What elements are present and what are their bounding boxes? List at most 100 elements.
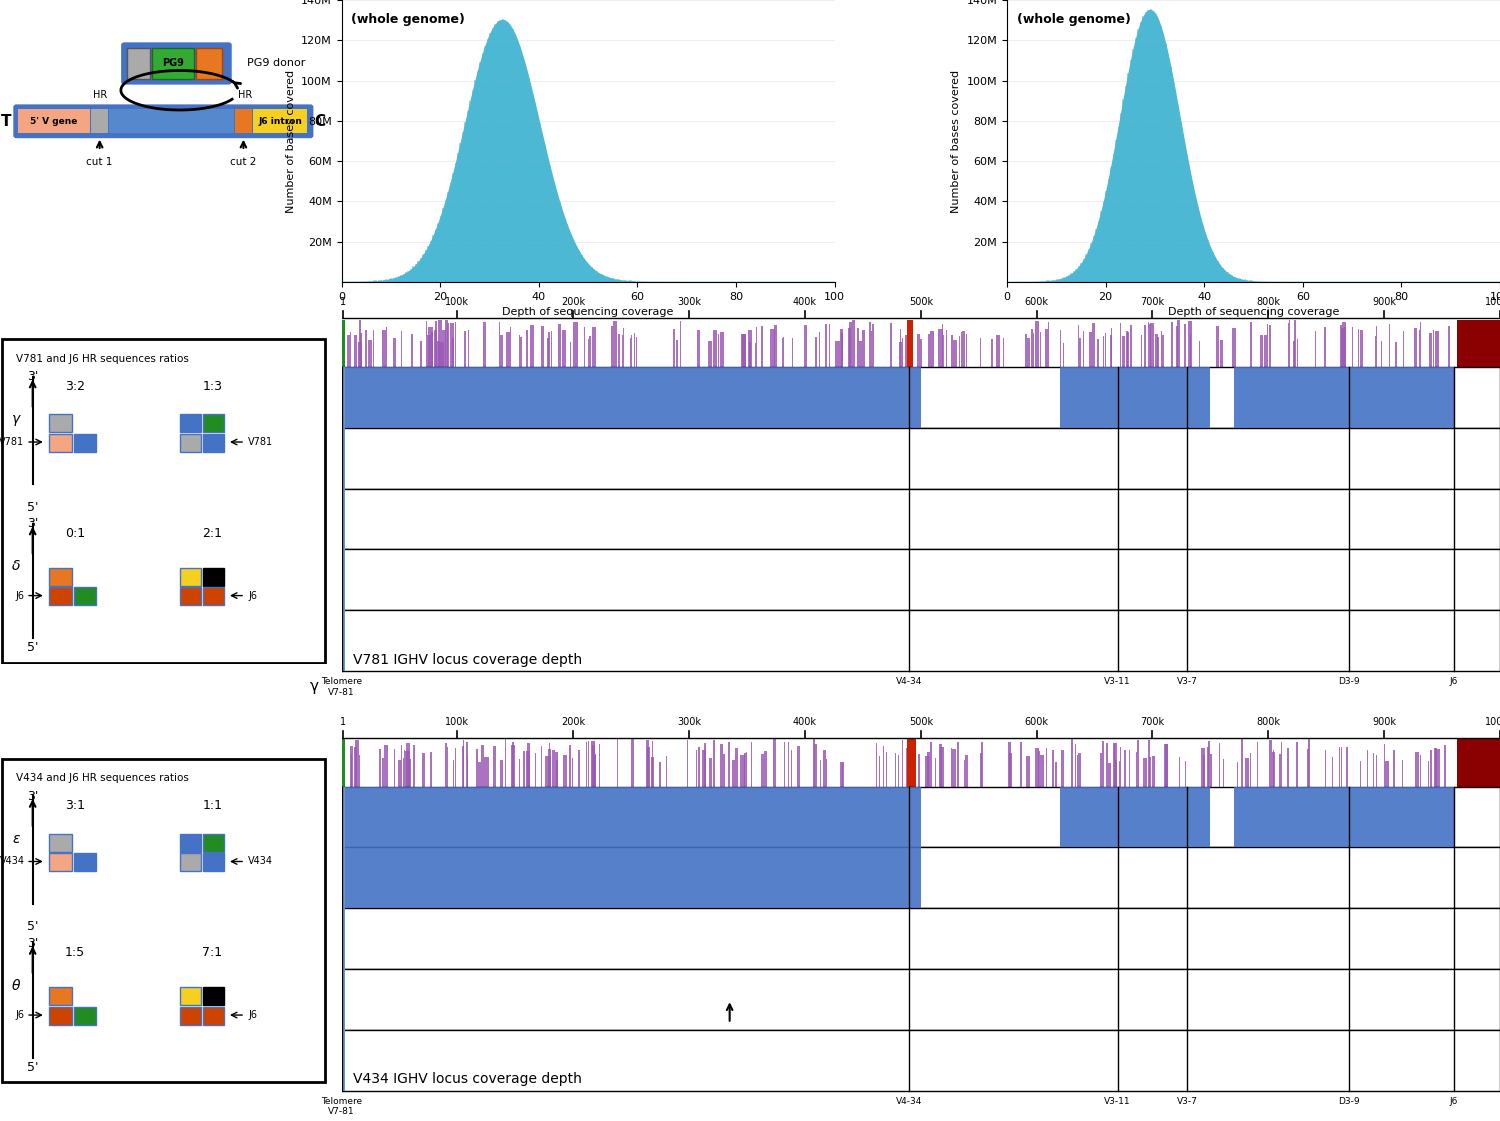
Bar [1172, 322, 1173, 367]
Bar [1078, 753, 1080, 787]
Bar [342, 489, 345, 549]
Text: cut 1: cut 1 [87, 157, 112, 167]
Bar [558, 324, 561, 367]
Bar [996, 335, 999, 367]
Bar [342, 319, 345, 367]
FancyBboxPatch shape [15, 105, 312, 137]
Text: 900k: 900k [1372, 717, 1396, 726]
Bar [342, 610, 1500, 671]
Text: 600k: 600k [1024, 717, 1048, 726]
Text: 300k: 300k [676, 297, 700, 307]
Bar [1106, 743, 1108, 787]
Bar [430, 332, 433, 367]
Bar [202, 587, 223, 605]
Bar [760, 753, 765, 787]
Bar [342, 549, 345, 610]
Bar [1161, 335, 1164, 367]
Bar [964, 756, 969, 787]
Bar [462, 745, 465, 787]
Bar [342, 969, 1500, 1030]
Text: V434: V434 [0, 856, 24, 867]
Bar [1122, 336, 1125, 367]
Bar [708, 342, 712, 367]
Bar [342, 367, 345, 428]
Text: 800k: 800k [1257, 297, 1281, 307]
Bar [930, 742, 933, 787]
Bar [836, 341, 840, 367]
Bar [648, 747, 650, 787]
Bar [698, 330, 699, 367]
Text: γ: γ [12, 413, 21, 426]
Bar [18, 110, 90, 133]
Text: 3': 3' [27, 789, 39, 803]
Bar [1296, 742, 1299, 787]
Bar [1052, 750, 1054, 787]
Bar [951, 335, 952, 367]
Bar [50, 1007, 72, 1025]
Bar [578, 750, 580, 787]
Bar [804, 325, 807, 367]
Text: 3:2: 3:2 [64, 380, 86, 393]
Bar [1124, 750, 1126, 787]
Bar [871, 324, 874, 367]
Bar [354, 335, 357, 367]
Text: V3-7: V3-7 [1178, 1096, 1197, 1105]
X-axis label: Depth of sequencing coverage: Depth of sequencing coverage [503, 307, 674, 317]
Bar [1456, 739, 1500, 787]
Text: ε: ε [12, 832, 20, 845]
Text: 3': 3' [27, 370, 39, 383]
Bar [202, 1007, 223, 1025]
Bar [510, 745, 516, 787]
Bar [710, 758, 712, 787]
Text: J6 intron: J6 intron [258, 117, 302, 126]
Bar [180, 1007, 201, 1025]
Bar [202, 988, 223, 1006]
Bar [825, 324, 827, 367]
Bar [1030, 328, 1033, 367]
Bar [1269, 741, 1272, 787]
Text: 900k: 900k [1372, 297, 1396, 307]
Bar [1395, 342, 1396, 367]
Bar [254, 110, 308, 133]
Bar [342, 549, 1500, 610]
Bar [74, 434, 96, 452]
Bar [732, 760, 735, 787]
Bar [152, 48, 195, 78]
Bar [1096, 339, 1100, 367]
Bar [852, 321, 855, 367]
Bar [393, 337, 396, 367]
Bar [542, 326, 544, 367]
Bar [382, 758, 384, 787]
Text: 300k: 300k [676, 717, 700, 726]
Bar [128, 48, 150, 78]
Text: PG9: PG9 [162, 58, 184, 68]
Bar [1008, 742, 1011, 787]
Bar [531, 325, 534, 367]
Bar [180, 415, 201, 433]
Text: 2:1: 2:1 [202, 527, 222, 540]
Text: HR: HR [238, 90, 252, 100]
Bar [50, 834, 72, 852]
Bar [741, 334, 746, 367]
Bar [429, 327, 433, 367]
Bar [342, 367, 921, 428]
Bar [591, 741, 596, 787]
Bar [1149, 324, 1152, 367]
Bar [202, 415, 223, 433]
Bar [1089, 333, 1092, 367]
Bar [1233, 787, 1454, 847]
Bar [342, 1030, 345, 1091]
Bar [1344, 327, 1346, 367]
Text: V3-11: V3-11 [1104, 677, 1131, 686]
Bar [342, 847, 1500, 908]
Bar [1263, 335, 1268, 367]
Text: 1000k: 1000k [1485, 717, 1500, 726]
Bar [350, 745, 352, 787]
Bar [1178, 319, 1180, 367]
Bar [1150, 323, 1154, 367]
Text: Telomere
V7-81: Telomere V7-81 [321, 677, 362, 696]
Bar [573, 322, 578, 367]
Bar [342, 847, 345, 908]
Bar [1278, 753, 1281, 787]
Bar [180, 853, 201, 871]
